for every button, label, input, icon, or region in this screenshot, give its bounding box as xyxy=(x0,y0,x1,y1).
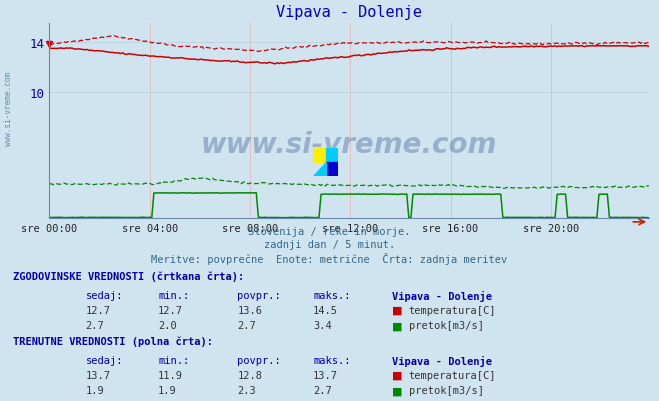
Text: sedaj:: sedaj: xyxy=(86,290,123,300)
Polygon shape xyxy=(326,162,338,176)
Text: TRENUTNE VREDNOSTI (polna črta):: TRENUTNE VREDNOSTI (polna črta): xyxy=(13,336,213,346)
Text: 2.0: 2.0 xyxy=(158,320,177,330)
Text: pretok[m3/s]: pretok[m3/s] xyxy=(409,320,484,330)
Text: 12.7: 12.7 xyxy=(86,305,111,315)
Text: zadnji dan / 5 minut.: zadnji dan / 5 minut. xyxy=(264,239,395,249)
Text: 3.4: 3.4 xyxy=(313,320,331,330)
Text: sedaj:: sedaj: xyxy=(86,355,123,365)
Text: 13.7: 13.7 xyxy=(313,370,338,380)
Text: www.si-vreme.com: www.si-vreme.com xyxy=(4,71,13,145)
Text: 1.9: 1.9 xyxy=(158,385,177,395)
Text: 12.7: 12.7 xyxy=(158,305,183,315)
Text: 11.9: 11.9 xyxy=(158,370,183,380)
Bar xyxy=(326,148,338,162)
Text: ■: ■ xyxy=(392,305,403,315)
Text: min.:: min.: xyxy=(158,355,189,365)
Text: ZGODOVINSKE VREDNOSTI (črtkana črta):: ZGODOVINSKE VREDNOSTI (črtkana črta): xyxy=(13,271,244,281)
Text: pretok[m3/s]: pretok[m3/s] xyxy=(409,385,484,395)
Text: min.:: min.: xyxy=(158,290,189,300)
Text: temperatura[C]: temperatura[C] xyxy=(409,305,496,315)
Text: 1.9: 1.9 xyxy=(86,385,104,395)
Text: ■: ■ xyxy=(392,385,403,395)
Text: maks.:: maks.: xyxy=(313,290,351,300)
Text: 2.7: 2.7 xyxy=(237,320,256,330)
Title: Vipava - Dolenje: Vipava - Dolenje xyxy=(276,5,422,20)
Text: povpr.:: povpr.: xyxy=(237,355,281,365)
Text: povpr.:: povpr.: xyxy=(237,290,281,300)
Text: 13.7: 13.7 xyxy=(86,370,111,380)
Text: temperatura[C]: temperatura[C] xyxy=(409,370,496,380)
Text: Vipava - Dolenje: Vipava - Dolenje xyxy=(392,355,492,366)
Text: 2.7: 2.7 xyxy=(86,320,104,330)
Text: maks.:: maks.: xyxy=(313,355,351,365)
Text: 12.8: 12.8 xyxy=(237,370,262,380)
Text: 13.6: 13.6 xyxy=(237,305,262,315)
Text: ■: ■ xyxy=(392,370,403,380)
Text: Meritve: povprečne  Enote: metrične  Črta: zadnja meritev: Meritve: povprečne Enote: metrične Črta:… xyxy=(152,252,507,264)
Text: Slovenija / reke in morje.: Slovenija / reke in morje. xyxy=(248,227,411,237)
Text: www.si-vreme.com: www.si-vreme.com xyxy=(201,131,498,159)
Text: ■: ■ xyxy=(392,320,403,330)
Bar xyxy=(313,148,326,162)
Text: Vipava - Dolenje: Vipava - Dolenje xyxy=(392,290,492,301)
Text: 2.7: 2.7 xyxy=(313,385,331,395)
Text: 14.5: 14.5 xyxy=(313,305,338,315)
Text: 2.3: 2.3 xyxy=(237,385,256,395)
Polygon shape xyxy=(313,162,326,176)
